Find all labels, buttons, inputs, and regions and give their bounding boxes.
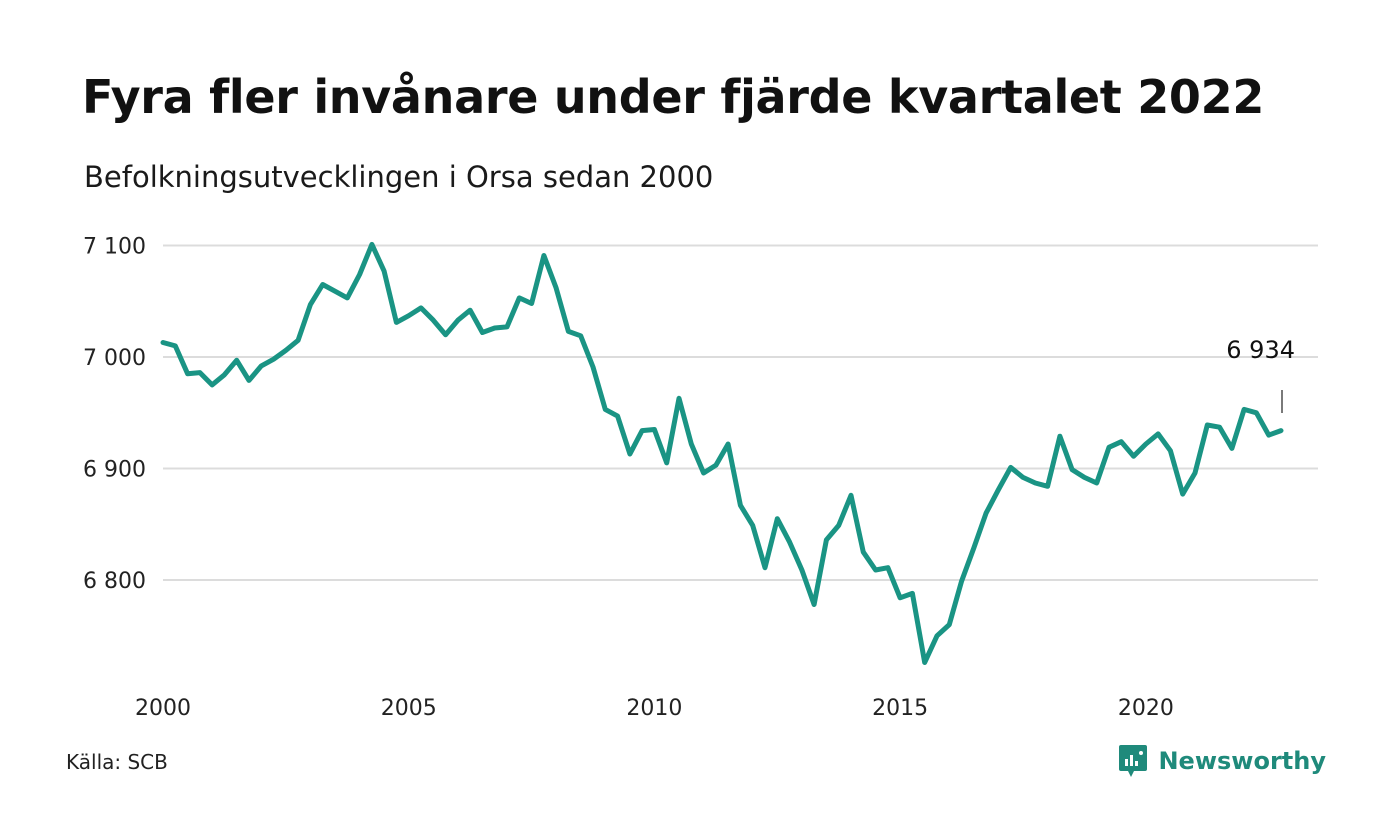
x-tick-label: 2000 <box>135 696 191 721</box>
brand-logo: Newsworthy <box>1118 744 1326 778</box>
source-note: Källa: SCB <box>66 750 168 774</box>
y-tick-label: 6 900 <box>83 458 146 483</box>
x-tick-label: 2005 <box>381 696 437 721</box>
x-tick-label: 2015 <box>872 696 928 721</box>
brand-name: Newsworthy <box>1158 747 1326 775</box>
y-tick-label: 7 000 <box>83 346 146 371</box>
chart-subtitle: Befolkningsutvecklingen i Orsa sedan 200… <box>84 160 714 194</box>
x-tick-label: 2010 <box>626 696 682 721</box>
x-axis-labels: 2000 2005 2010 2015 2020 <box>135 696 1174 721</box>
grid-lines <box>163 244 1318 581</box>
x-tick-label: 2020 <box>1118 696 1174 721</box>
y-axis-labels: 7 100 7 000 6 900 6 800 <box>83 235 146 595</box>
y-tick-label: 6 800 <box>83 569 146 594</box>
y-tick-label: 7 100 <box>83 235 146 260</box>
series-group <box>160 241 1284 665</box>
series-line <box>160 241 1284 665</box>
annotation-group: 6 934 <box>1226 336 1295 413</box>
chart-title: Fyra fler invånare under fjärde kvartale… <box>82 70 1265 124</box>
newsworthy-logo-icon <box>1119 745 1148 777</box>
annotation-label: 6 934 <box>1226 336 1295 364</box>
